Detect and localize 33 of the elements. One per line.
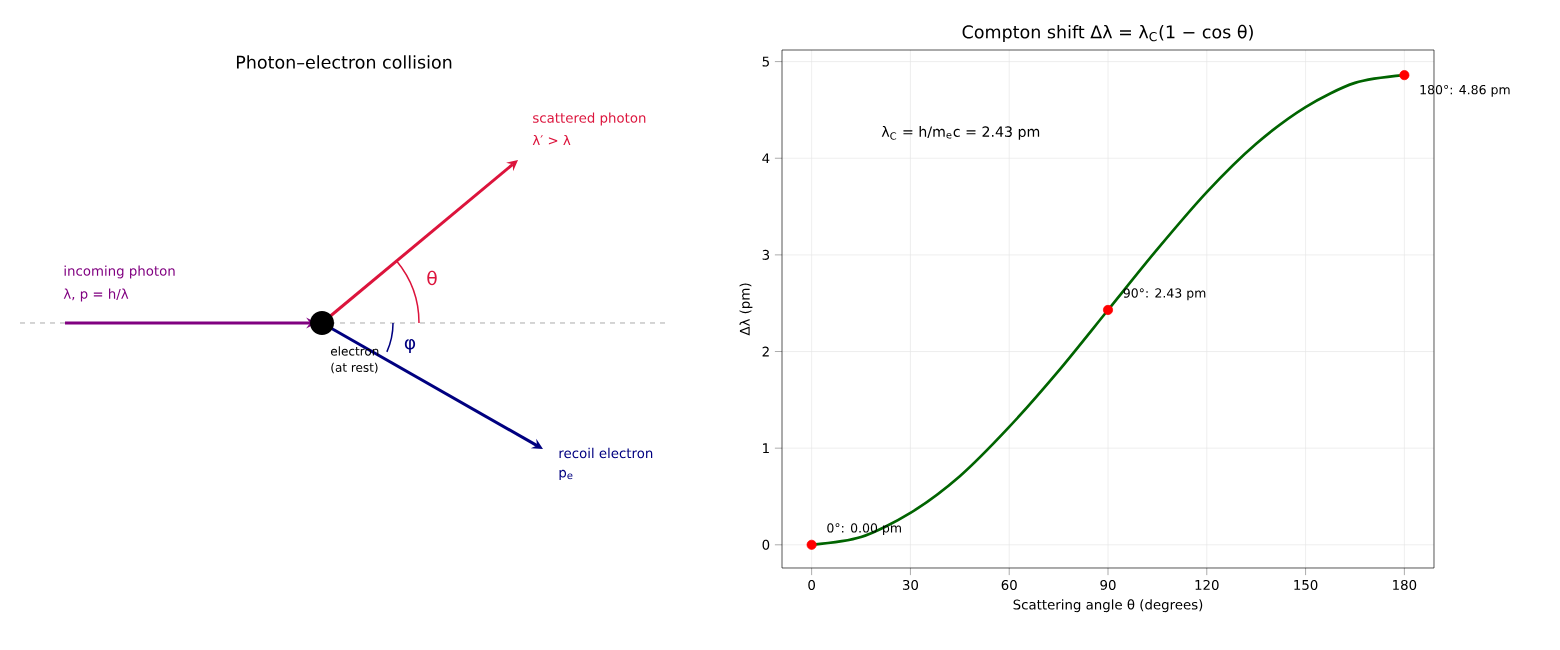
y-tick-label: 4 <box>762 153 770 164</box>
chart-title: Compton shift Δλ = λ$_{C}$(1 − cos θ) <box>962 24 1253 42</box>
point <box>1103 304 1114 315</box>
text: λ′ > λ <box>532 134 571 146</box>
data-label: 180°: 4.86 pm <box>1420 84 1510 97</box>
data-label: 90°: 2.43 pm <box>1123 288 1206 301</box>
data-label: 0°: 0.00 pm <box>827 523 901 536</box>
y-tick-label: 3 <box>762 249 770 260</box>
text: p$_{e}$ <box>559 469 573 481</box>
point <box>806 539 817 550</box>
text: recoil electron <box>559 447 653 459</box>
annotation: λ$_{C}$ = h/m$_{e}$c = 2.43 pm <box>881 126 1040 140</box>
y-tick-label: 0 <box>762 539 770 550</box>
point <box>1399 70 1410 81</box>
x-tick-label: 150 <box>1294 579 1318 590</box>
text: Photon–electron collision <box>236 55 452 69</box>
y-tick-label: 5 <box>762 56 769 67</box>
x-tick-label: 120 <box>1195 579 1219 590</box>
y-tick-label: 2 <box>762 346 769 357</box>
text: φ <box>404 338 416 354</box>
x-tick-label: 0 <box>808 579 815 590</box>
y-axis-title: Δλ (pm) <box>739 283 753 336</box>
text: (at rest) <box>331 362 378 374</box>
text: incoming photon <box>64 265 175 279</box>
text: λ, p = h/λ <box>63 288 129 302</box>
x-tick-label: 90 <box>1100 579 1116 590</box>
x-tick-label: 60 <box>1001 579 1017 590</box>
x-axis-title: Scattering angle θ (degrees) <box>1013 599 1203 613</box>
x-tick-label: 180 <box>1393 579 1417 590</box>
y-tick-label: 1 <box>763 443 769 454</box>
text: θ <box>427 270 437 286</box>
x-tick-label: 30 <box>902 579 919 590</box>
text: scattered photon <box>533 112 646 126</box>
